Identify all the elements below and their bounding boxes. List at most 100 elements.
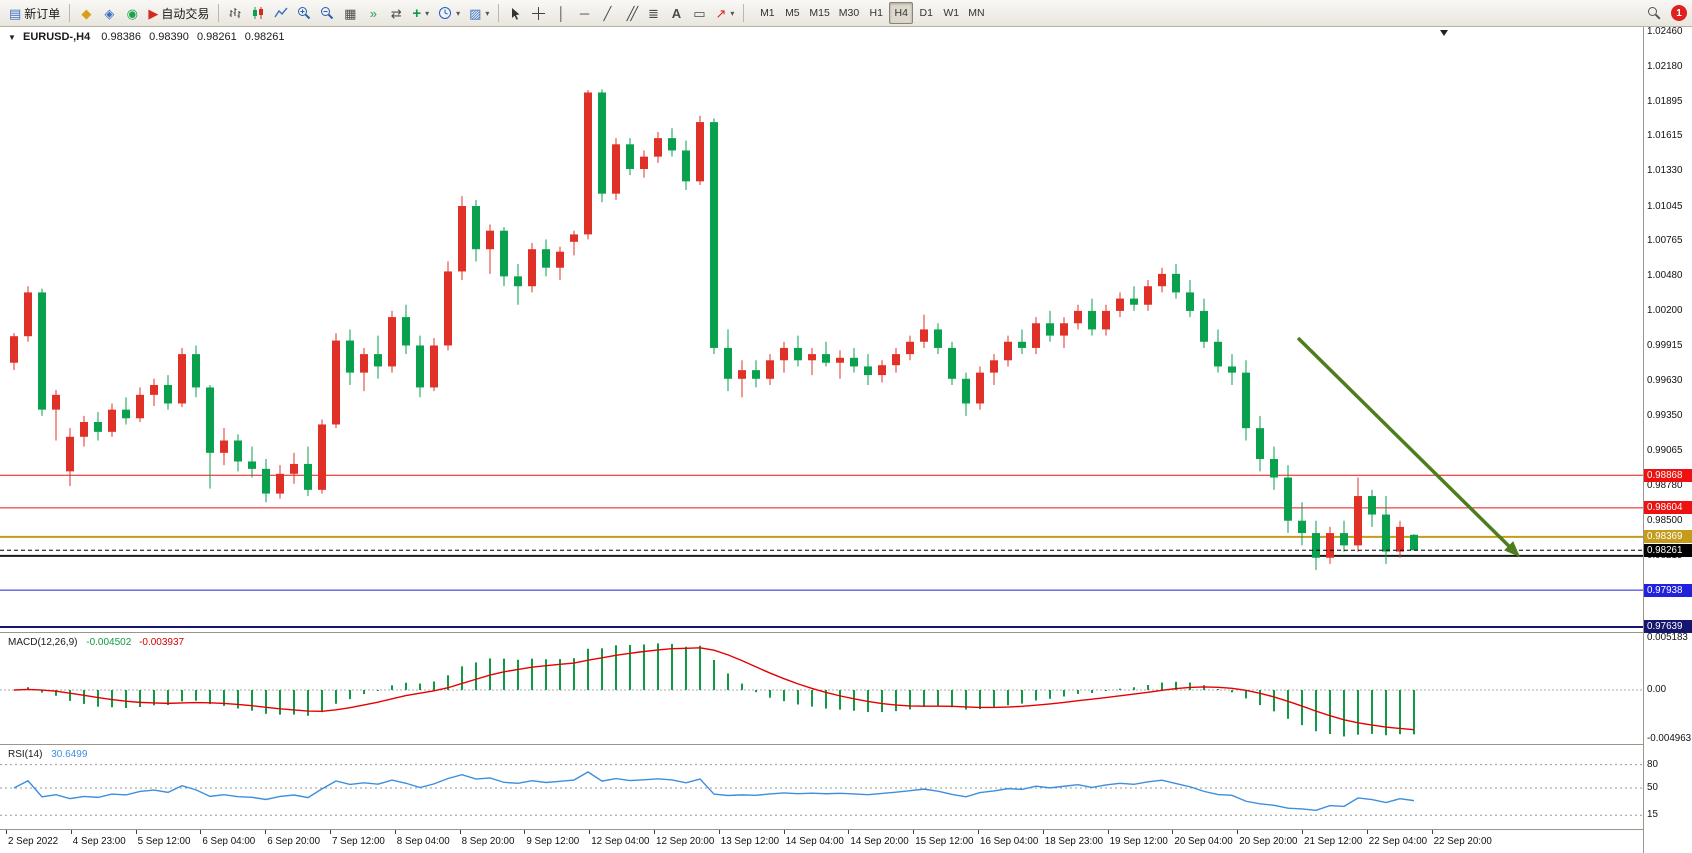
time-axis[interactable]: 2 Sep 2022 4 Sep 23:00 5 Sep 12:00 6 Sep 04… — [0, 830, 1692, 853]
level-price-label: 0.97938 — [1644, 583, 1692, 597]
chart-shift-button[interactable]: ⇄ — [385, 2, 407, 24]
time-tick — [654, 830, 655, 834]
price-tick-label: 0.99350 — [1647, 409, 1683, 421]
tile-windows-button[interactable]: ▦ — [339, 2, 361, 24]
time-tick — [524, 830, 526, 834]
zoom-in-button[interactable] — [293, 2, 315, 24]
zoom-out-button[interactable] — [316, 2, 338, 24]
templates-button[interactable]: ▨ ▾ — [465, 2, 493, 24]
indicators-button[interactable]: + ▾ — [408, 2, 433, 24]
terminal-button[interactable]: ◉ — [121, 2, 143, 24]
timeframe-MN-button[interactable]: MN — [964, 2, 988, 24]
auto-scroll-button[interactable]: » — [362, 2, 384, 24]
time-label: 14 Sep 20:00 — [850, 836, 909, 847]
candlestick-chart-button[interactable] — [247, 2, 269, 24]
line-chart-button[interactable] — [270, 2, 292, 24]
price-tick-label: 1.02180 — [1647, 60, 1683, 72]
time-tick — [200, 830, 202, 834]
low-value: 0.98261 — [196, 31, 237, 43]
toolbar-separator — [218, 4, 220, 22]
rsi-name: RSI(14) — [8, 749, 43, 760]
price-tick-label: 1.01330 — [1647, 165, 1683, 177]
macd-tick-label: 0.005183 — [1647, 632, 1688, 644]
notification-badge[interactable]: 1 — [1671, 5, 1687, 21]
level-price-label: 0.98604 — [1644, 501, 1692, 515]
time-tick — [978, 830, 979, 834]
timeframe-group: M1 M5 M15 M30 H1 H4 D1 W1 MN — [755, 2, 988, 24]
trendline-button[interactable]: ╱ — [596, 2, 618, 24]
time-label: 4 Sep 23:00 — [72, 836, 126, 847]
channel-button[interactable]: ╱╱ — [619, 2, 641, 24]
timeframe-M1-button[interactable]: M1 — [755, 2, 779, 24]
cursor-button[interactable] — [504, 2, 526, 24]
timeframe-W1-button[interactable]: W1 — [939, 2, 963, 24]
terminal-icon: ◉ — [126, 5, 138, 21]
label-button[interactable]: ▭ — [688, 2, 710, 24]
timeframe-M5-button[interactable]: M5 — [780, 2, 804, 24]
collapse-triangle-icon[interactable]: ▼ — [8, 33, 16, 42]
time-tick — [1302, 830, 1303, 834]
time-tick — [1172, 830, 1174, 834]
crosshair-button[interactable] — [527, 2, 549, 24]
bar-chart-button[interactable] — [224, 2, 246, 24]
new-order-button[interactable]: ▤ 新订单 — [5, 2, 64, 24]
indicators-icon: + — [412, 4, 422, 22]
macd-panel[interactable] — [0, 633, 1643, 744]
panel-divider[interactable] — [0, 829, 1692, 830]
arrows-icon: ↗ — [715, 5, 727, 21]
rsi-tick-label: 15 — [1647, 809, 1658, 821]
rsi-panel[interactable] — [0, 745, 1643, 829]
timeframe-D1-button[interactable]: D1 — [914, 2, 938, 24]
time-label: 20 Sep 04:00 — [1174, 836, 1233, 847]
macd-signal-value: -0.003937 — [139, 637, 185, 648]
channel-icon: ╱╱ — [626, 5, 638, 21]
toolbar-right-group: 1 — [1643, 2, 1687, 24]
panel-divider[interactable] — [0, 632, 1692, 633]
level-price-label: 0.98868 — [1644, 468, 1692, 482]
price-tick-label: 1.01045 — [1647, 200, 1683, 212]
candlestick-chart-icon — [253, 7, 264, 19]
time-label: 12 Sep 20:00 — [656, 836, 715, 847]
horizontal-line-button[interactable]: ─ — [573, 2, 595, 24]
price-axis[interactable]: 1.02460 1.02180 1.01895 1.01615 1.01330 1.010… — [1644, 26, 1692, 853]
navigator-button[interactable]: ◈ — [98, 2, 120, 24]
toolbar: ▤ 新订单 ◆ ◈ ◉ ▶ 自动交易 — [0, 0, 1692, 27]
chevron-down-icon: ▾ — [730, 8, 735, 18]
timeframe-H4-button[interactable]: H4 — [889, 2, 914, 24]
price-axis-divider — [1643, 27, 1644, 853]
trend-arrow[interactable] — [1296, 336, 1515, 552]
periods-button[interactable]: ▾ — [434, 2, 464, 24]
line-chart-icon — [274, 7, 288, 18]
macd-label: MACD(12,26,9) -0.004502 -0.003937 — [8, 637, 184, 648]
price-tick-label: 0.98780 — [1647, 480, 1683, 492]
vertical-line-button[interactable]: │ — [550, 2, 572, 24]
horizontal-line-icon: ─ — [579, 5, 590, 21]
arrows-button[interactable]: ↗ ▾ — [711, 2, 738, 24]
tile-windows-icon: ▦ — [344, 5, 357, 21]
time-tick — [135, 830, 137, 834]
price-tick-label: 1.00480 — [1647, 270, 1683, 282]
time-tick — [330, 830, 331, 834]
search-button[interactable] — [1643, 2, 1665, 24]
fibonacci-button[interactable]: ≣ — [642, 2, 664, 24]
timeframe-M15-button[interactable]: M15 — [805, 2, 833, 24]
scroll-position-marker[interactable] — [1440, 30, 1448, 36]
vertical-line-icon: │ — [557, 5, 566, 21]
text-button[interactable]: A — [665, 2, 687, 24]
open-value: 0.98386 — [101, 31, 142, 43]
time-tick — [1042, 830, 1044, 834]
timeframe-H1-button[interactable]: H1 — [864, 2, 888, 24]
chart-shift-icon: ⇄ — [390, 5, 402, 21]
timeframe-M30-button[interactable]: M30 — [835, 2, 863, 24]
rsi-tick-label: 50 — [1647, 782, 1658, 793]
bar-chart-icon — [229, 8, 241, 18]
auto-trading-button[interactable]: ▶ 自动交易 — [144, 2, 213, 24]
market-watch-button[interactable]: ◆ — [75, 2, 97, 24]
time-label: 8 Sep 04:00 — [396, 836, 450, 847]
panel-divider[interactable] — [0, 744, 1692, 745]
time-tick — [783, 830, 785, 834]
main-chart[interactable] — [0, 27, 1643, 632]
toolbar-separator — [498, 4, 500, 22]
toolbar-separator — [743, 4, 745, 22]
